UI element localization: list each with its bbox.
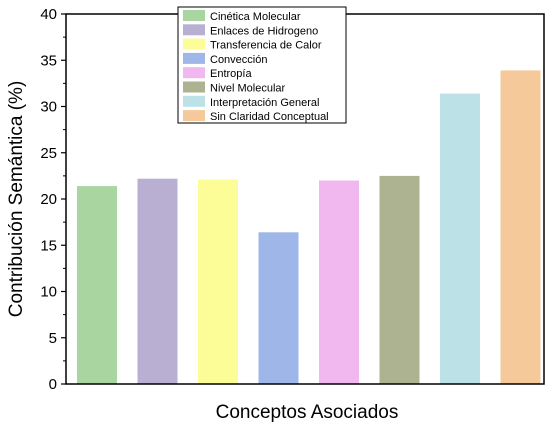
legend-swatch-7 [183,95,205,107]
y-tick-label: 20 [40,191,57,208]
y-tick-label: 35 [40,52,57,69]
bar-8 [500,70,541,385]
y-tick-label: 0 [49,376,57,393]
y-tick-label: 30 [40,99,57,116]
y-tick-label: 25 [40,145,57,162]
bar-5 [319,180,359,384]
legend-frame [177,6,347,124]
legend-label-3: Transferencia de Calor [210,40,322,52]
legend-swatch-1 [183,10,205,21]
legend-swatch-5 [183,67,205,79]
legend-label-1: Cinética Molecular [210,11,301,23]
bar-2 [137,178,178,384]
bar-6 [379,175,420,384]
legend-swatch-6 [183,81,205,93]
x-axis-title: Conceptos Asociados [216,402,399,423]
legend: Cinética Molecular Enlaces de Hidrogeno Tr… [177,6,347,124]
bars-group [77,70,541,385]
legend-label-4: Convección [210,54,267,66]
legend-label-6: Nivel Molecular [210,83,286,95]
bar-7 [440,93,480,384]
legend-label-8: Sin Claridad Conceptual [210,111,329,123]
legend-swatch-3 [183,38,205,50]
bar-3 [198,179,238,384]
bar-1 [77,186,117,384]
legend-label-2: Enlaces de Hidrogeno [210,25,318,37]
legend-swatch-2 [183,24,205,36]
y-tick-label: 40 [40,6,57,23]
bar-4 [258,232,299,384]
y-tick-label: 10 [40,284,57,301]
y-tick-label: 15 [40,237,57,254]
legend-label-7: Interpretación General [210,97,319,109]
y-axis-ticks: 0 5 10 15 20 25 30 35 40 [40,6,66,393]
legend-swatch-8 [183,110,205,122]
legend-swatch-4 [183,52,205,64]
legend-label-5: Entropía [210,68,252,80]
y-tick-label: 5 [49,330,57,347]
y-axis-title: Contribución Semántica (%) [6,81,27,318]
